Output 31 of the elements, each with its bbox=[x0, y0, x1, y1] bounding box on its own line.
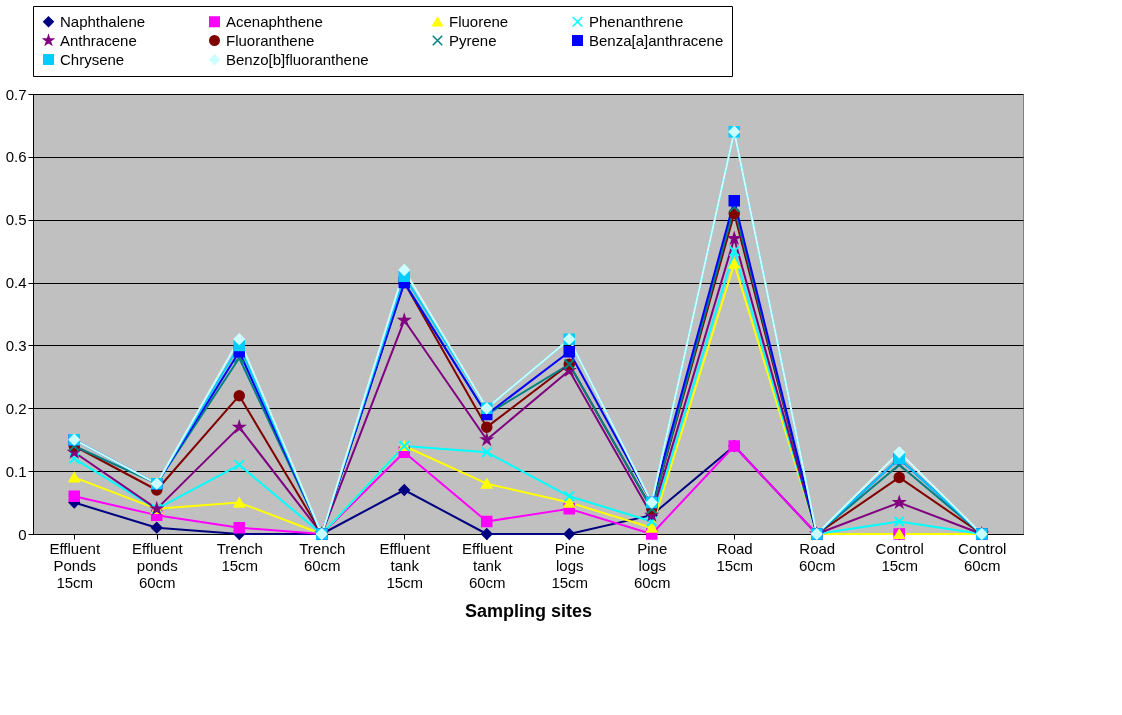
y-tick-label: 0.4 bbox=[5, 274, 27, 292]
x-tick-label: Effluent Ponds 15cm bbox=[49, 539, 101, 591]
x-axis-title: Sampling sites bbox=[464, 600, 593, 621]
x-tick-label: Road 60cm bbox=[798, 539, 836, 574]
y-tick-label: 0.5 bbox=[5, 211, 27, 229]
legend-label: Acenaphthene bbox=[226, 12, 323, 30]
x-tick-label: Road 15cm bbox=[716, 539, 754, 574]
x-tick-label: Pine logs 15cm bbox=[551, 539, 589, 591]
y-tick-label: 0.7 bbox=[5, 85, 27, 103]
legend-label: Fluorene bbox=[449, 12, 509, 30]
legend-label: Phenanthrene bbox=[589, 12, 684, 30]
x-tick-label: Effluent tank 15cm bbox=[379, 539, 431, 591]
x-tick-label: Effluent ponds 60cm bbox=[131, 539, 184, 591]
x-tick-label: Trench 15cm bbox=[216, 539, 263, 574]
x-tick-label: Pine logs 60cm bbox=[633, 539, 671, 591]
y-tick-label: 0.1 bbox=[5, 462, 27, 480]
legend-label: Benzo[b]fluoranthene bbox=[226, 50, 369, 68]
x-tick-label: Control 15cm bbox=[875, 539, 924, 574]
x-tick-label: Control 60cm bbox=[958, 539, 1007, 574]
y-tick-label: 0 bbox=[18, 525, 27, 543]
x-tick-label: Trench 60cm bbox=[299, 539, 346, 574]
legend-label: Chrysene bbox=[60, 50, 125, 68]
legend-label: Benza[a]anthracene bbox=[589, 31, 724, 49]
x-tick-label: Effluent tank 60cm bbox=[461, 539, 514, 591]
y-tick-label: 0.2 bbox=[5, 399, 27, 417]
legend-label: Anthracene bbox=[60, 31, 137, 49]
y-tick-label: 0.3 bbox=[5, 336, 27, 354]
legend-label: Pyrene bbox=[449, 31, 497, 49]
legend-label: Fluoranthene bbox=[226, 31, 315, 49]
legend-label: Naphthalene bbox=[60, 12, 146, 30]
y-tick-label: 0.6 bbox=[5, 148, 27, 166]
